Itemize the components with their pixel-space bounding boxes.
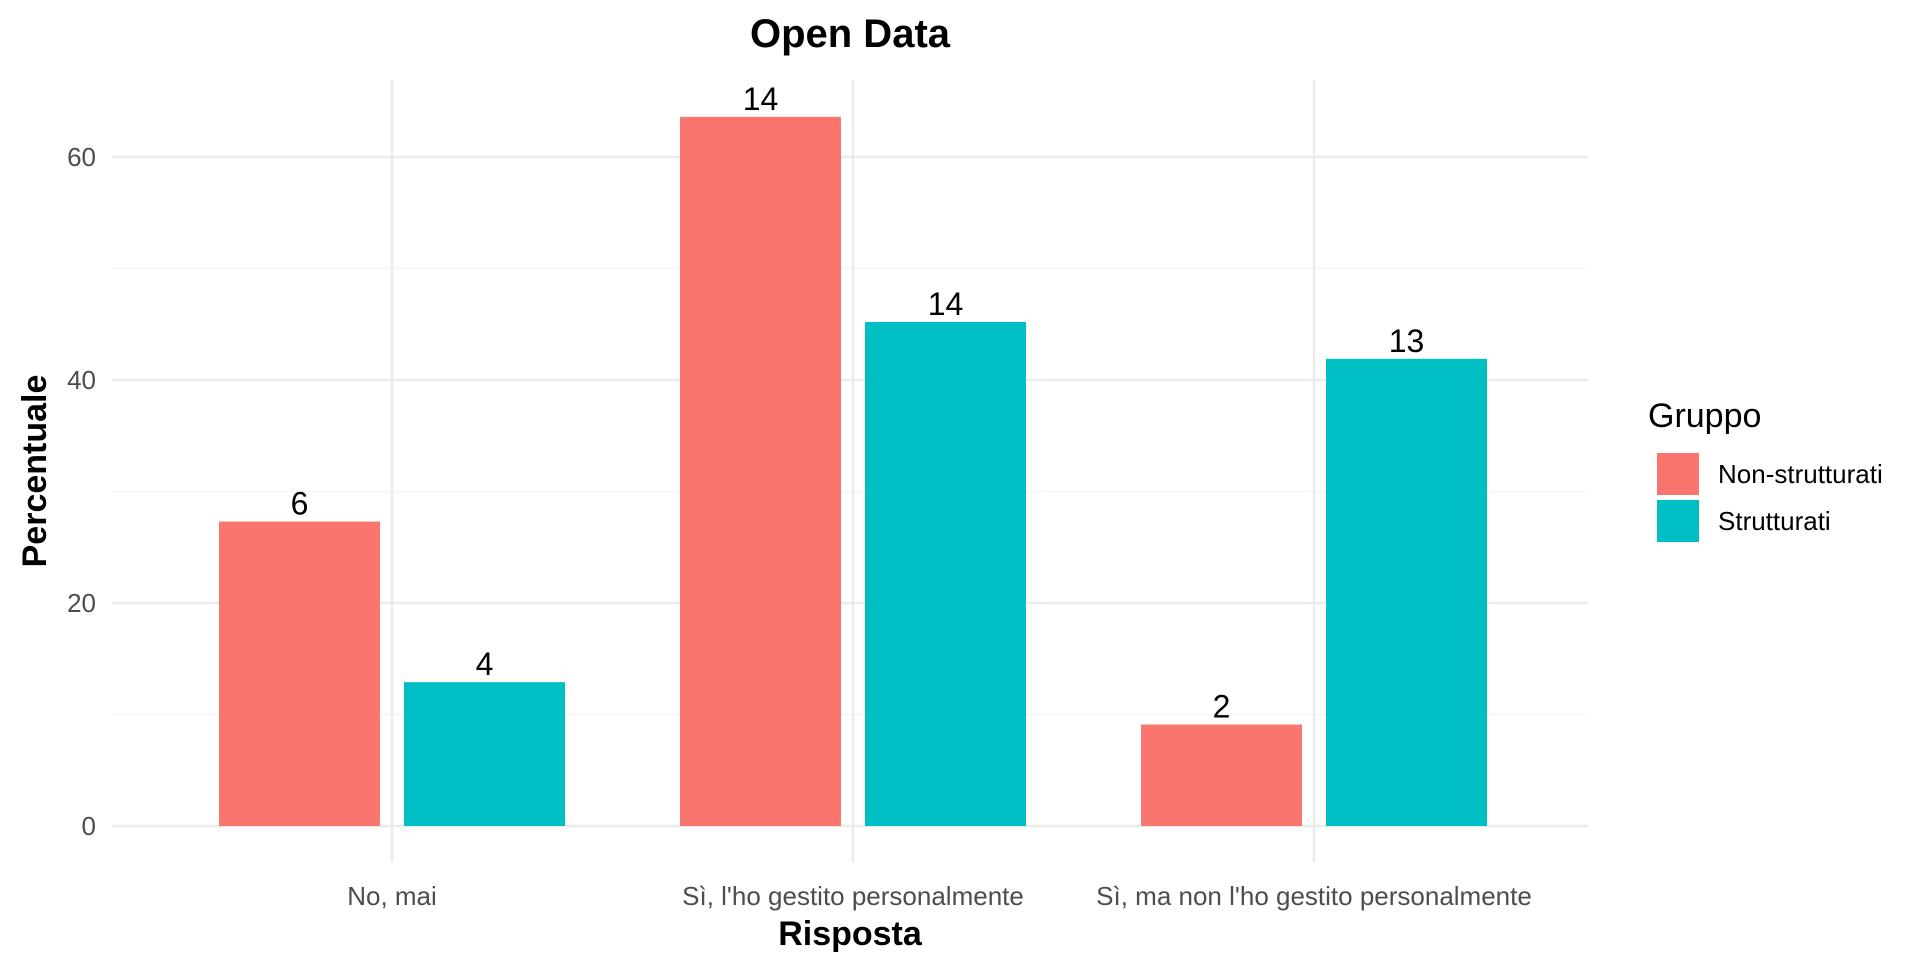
- legend-title: Gruppo: [1648, 397, 1761, 435]
- bar-non-strutturati-0: [219, 521, 380, 826]
- bar-non-strutturati-1: [680, 116, 841, 827]
- bar-non-strutturati-2: [1141, 724, 1302, 826]
- data-label: 2: [1213, 689, 1231, 725]
- y-axis-ticks: 0 20 40 60: [67, 142, 96, 841]
- data-label: 6: [291, 486, 309, 522]
- legend-swatch: [1657, 500, 1699, 542]
- legend-items: Non-strutturati Strutturati: [1657, 453, 1883, 542]
- x-tick-label: Sì, l'ho gestito personalmente: [682, 881, 1024, 911]
- y-tick-label: 20: [67, 588, 96, 618]
- y-tick-label: 0: [82, 811, 96, 841]
- x-axis-title: Risposta: [778, 915, 923, 953]
- legend-swatch: [1657, 453, 1699, 495]
- data-label: 13: [1389, 323, 1425, 359]
- legend-label: Non-strutturati: [1718, 459, 1883, 489]
- y-tick-label: 40: [67, 365, 96, 395]
- bars: [219, 116, 1487, 827]
- x-tick-label: No, mai: [347, 881, 437, 911]
- y-tick-label: 60: [67, 142, 96, 172]
- legend-label: Strutturati: [1718, 506, 1831, 536]
- bar-strutturati-2: [1326, 358, 1487, 826]
- x-tick-label: Sì, ma non l'ho gestito personalmente: [1096, 881, 1532, 911]
- bar-strutturati-1: [865, 322, 1026, 826]
- y-axis-title: Percentuale: [16, 375, 54, 568]
- bar-strutturati-0: [404, 682, 565, 826]
- data-label: 14: [928, 286, 964, 322]
- data-labels: 6 14 2 4 14 13: [291, 81, 1425, 725]
- data-label: 4: [476, 646, 494, 682]
- x-axis-ticks: No, mai Sì, l'ho gestito personalmente Sì,…: [347, 881, 1532, 911]
- legend: Gruppo Non-strutturati Strutturati: [1648, 397, 1883, 542]
- data-label: 14: [743, 81, 779, 117]
- chart-title: Open Data: [750, 12, 951, 56]
